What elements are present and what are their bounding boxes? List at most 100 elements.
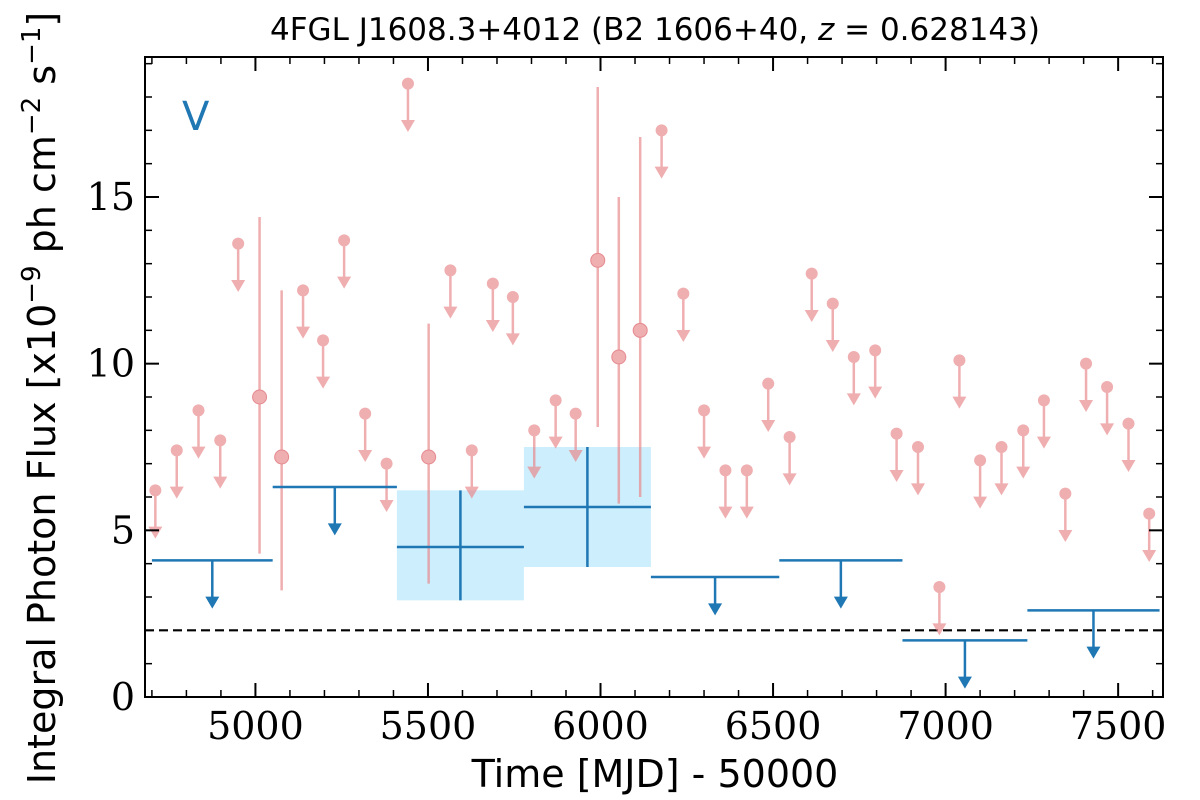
upper-limit-arrow [697,446,712,459]
upper-limit-arrow [825,340,840,352]
upper-limit-arrow [889,470,904,482]
monthly-point [1037,394,1050,407]
monthly-point [911,441,924,453]
monthly-upper-limit [804,267,819,322]
upper-limit-arrow [739,506,754,519]
upper-limit-arrow [568,450,583,462]
monthly-point [805,267,818,280]
yearly-upper-limit [779,559,903,609]
upper-limit-arrow [191,446,206,459]
upper-limit-arrow [910,483,925,496]
monthly-point [1101,381,1114,393]
monthly-upper-limit [358,407,373,462]
y-tick-label: 5 [111,508,135,552]
plot-frame [144,56,1164,698]
monthly-point [549,394,562,407]
monthly-point [1017,424,1030,437]
monthly-detection [632,137,648,497]
upper-limit-arrow [1142,550,1157,562]
monthly-upper-limit [527,424,542,479]
upper-limit-arrow [231,280,246,292]
monthly-upper-limit [231,237,246,292]
upper-limit-arrow [379,500,394,512]
monthly-point [632,322,648,338]
upper-limit-arrow [1016,466,1031,479]
monthly-upper-limit [213,434,228,489]
monthly-point [214,434,227,447]
monthly-point [252,389,268,405]
monthly-point [847,351,860,363]
monthly-point [232,237,245,250]
monthly-point [783,431,796,443]
upper-limit-arrow [1121,460,1136,472]
monthly-upper-limit [1036,394,1051,449]
monthly-point [740,464,753,477]
y-axis-label: Integral Photon Flux [x10−9 ph cm−2 s−1] [17,12,64,785]
monthly-upper-limit [1079,357,1094,412]
monthly-point [762,377,775,390]
monthly-upper-limit [973,454,988,509]
monthly-upper-limit [868,344,883,399]
monthly-upper-limit [932,581,947,636]
monthly-upper-limit [296,284,311,339]
monthly-detection [252,217,268,554]
upper-limit-arrow [708,603,723,616]
monthly-point [719,464,732,477]
yearly-detection [523,447,651,567]
upper-limit-arrow [782,473,797,486]
monthly-point [826,297,839,310]
monthly-upper-limit [464,444,479,499]
yearly-upper-limit [1027,609,1160,659]
upper-limit-arrow [654,166,669,179]
upper-limit-arrow [205,596,220,609]
upper-limit-arrow [1058,530,1073,542]
chart-title: 4FGL J1608.3+4012 (B2 1606+40, z = 0.628… [270,12,1040,48]
monthly-upper-limit [654,124,669,179]
monthly-point [1059,487,1072,500]
upper-limit-arrow [464,486,479,499]
monthly-detection [274,290,290,591]
monthly-upper-limit [548,394,563,449]
monthly-point [380,457,393,470]
x-tick-label: 6000 [552,704,649,748]
upper-limit-arrow [868,386,883,399]
monthly-upper-limit [761,377,776,432]
monthly-upper-limit [191,404,206,459]
monthly-upper-limit [568,407,583,462]
x-tick-label: 5500 [380,704,477,748]
y-tick-label: 15 [87,175,135,219]
monthly-upper-limit [952,354,967,409]
monthly-point [317,334,330,347]
x-tick-label: 5000 [207,704,304,748]
upper-limit-arrow [213,476,228,489]
yearly-detection [396,490,524,601]
monthly-upper-limit [739,464,754,519]
upper-limit-arrow [505,333,520,346]
monthly-upper-limit [718,464,733,519]
upper-limit-arrow [400,120,415,132]
y-tick-label: 0 [111,675,135,719]
monthly-upper-limit [910,441,925,496]
monthly-point [933,581,946,593]
monthly-upper-limit [1142,507,1157,562]
upper-limit-arrow [994,483,1009,496]
monthly-point [890,427,903,440]
upper-limit-arrow [358,450,373,462]
monthly-upper-limit [443,264,458,319]
y-tick-label: 10 [87,342,135,386]
monthly-upper-limit [994,441,1009,496]
x-tick-label: 7500 [1070,704,1167,748]
monthly-point [655,124,668,137]
upper-limit-arrow [957,676,972,689]
upper-limit-arrow [148,526,163,539]
monthly-point [611,349,627,365]
upper-limit-arrow [952,396,967,409]
monthly-point [465,444,478,457]
x-axis-label: Time [MJD] - 50000 [471,752,839,796]
monthly-upper-limit [400,77,415,132]
upper-limit-arrow [973,496,988,509]
upper-limit-arrow [761,420,776,432]
upper-limit-arrow [169,486,184,499]
upper-limit-arrow [833,596,848,609]
x-tick-label: 7000 [897,704,994,748]
